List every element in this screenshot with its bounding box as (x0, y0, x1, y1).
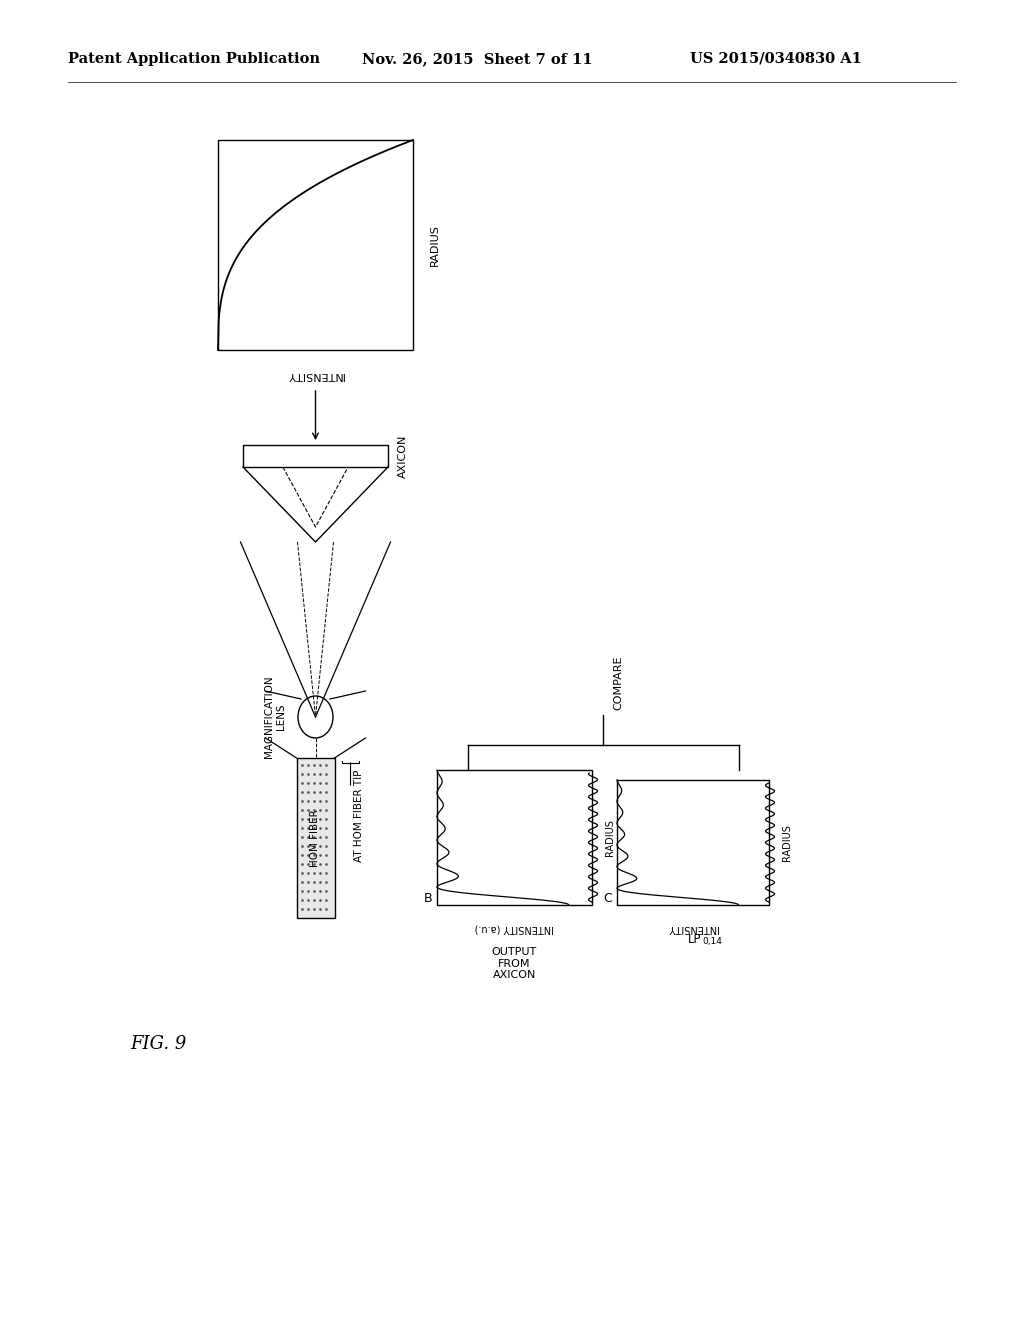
Text: COMPARE: COMPARE (613, 656, 624, 710)
Text: AXICON: AXICON (398, 434, 408, 478)
Text: RADIUS: RADIUS (605, 820, 615, 855)
Text: 0,14: 0,14 (702, 937, 722, 946)
Text: US 2015/0340830 A1: US 2015/0340830 A1 (690, 51, 862, 66)
Text: INTENSITY (a.u.): INTENSITY (a.u.) (475, 923, 554, 933)
Text: INTENSITY: INTENSITY (287, 370, 344, 380)
Text: OUTPUT
FROM
AXICON: OUTPUT FROM AXICON (492, 946, 538, 981)
Bar (437, 770, 592, 906)
Bar (218, 140, 413, 350)
Text: MAGNIFICATION
LENS: MAGNIFICATION LENS (264, 676, 286, 758)
Bar (617, 780, 769, 906)
Text: INTENSITY: INTENSITY (668, 923, 718, 933)
Text: HOM FIBER: HOM FIBER (310, 809, 321, 867)
Text: LP: LP (688, 933, 701, 946)
Text: RADIUS: RADIUS (430, 224, 440, 265)
Text: Patent Application Publication: Patent Application Publication (68, 51, 319, 66)
Text: C: C (603, 892, 612, 906)
Bar (243, 445, 388, 467)
Text: AT HOM FIBER TIP: AT HOM FIBER TIP (354, 770, 365, 862)
Text: Nov. 26, 2015  Sheet 7 of 11: Nov. 26, 2015 Sheet 7 of 11 (362, 51, 593, 66)
Bar (297, 758, 335, 917)
Text: B: B (423, 892, 432, 906)
Text: FIG. 9: FIG. 9 (130, 1035, 186, 1053)
Text: RADIUS: RADIUS (782, 824, 792, 861)
